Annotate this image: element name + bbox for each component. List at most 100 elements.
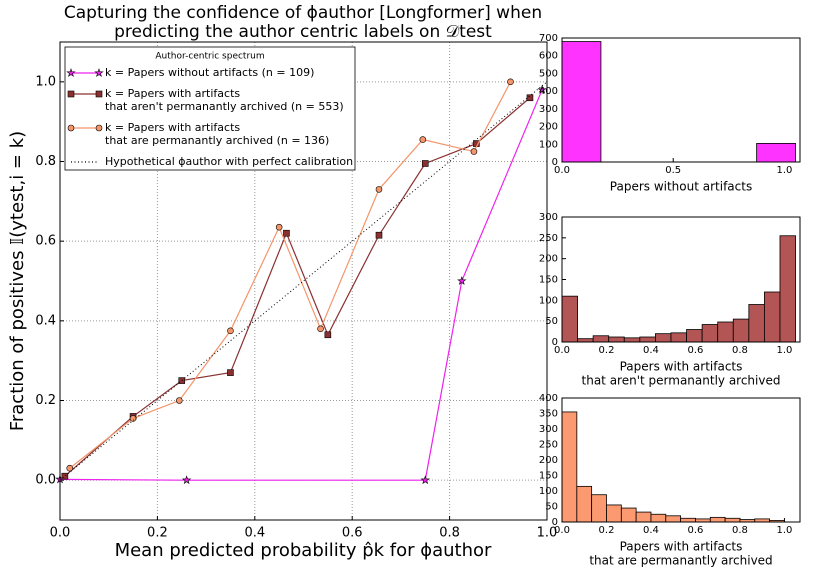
x-tick-label: 0.2 <box>599 525 615 536</box>
x-tick-label: 0.5 <box>665 165 681 176</box>
y-tick-label: 300 <box>539 212 558 223</box>
x-axis-label: Mean predicted probability p̂k for ϕauth… <box>115 540 492 561</box>
y-tick-label: 0.4 <box>35 313 56 328</box>
histogram-bar <box>748 304 765 343</box>
y-tick-label: 200 <box>539 455 558 466</box>
x-axis-label: that aren't permanantly archived <box>582 374 781 388</box>
y-tick-label: 50 <box>545 316 558 327</box>
histogram-bar <box>576 485 593 523</box>
legend-label: that aren't permanantly archived (n = 55… <box>105 100 344 113</box>
x-tick-label: 0.0 <box>554 525 570 536</box>
marker <box>317 325 324 333</box>
histogram-bar <box>680 517 696 523</box>
histogram-bar <box>709 516 726 523</box>
marker <box>375 186 383 193</box>
legend-label: k = Papers without artifacts (n = 109) <box>105 66 314 79</box>
x-tick-label: 1.0 <box>776 165 792 176</box>
y-tick-label: 250 <box>539 440 558 451</box>
marker <box>324 331 332 339</box>
histogram-bar <box>686 329 703 343</box>
y-tick-label: 100 <box>539 139 558 150</box>
chart-title: Capturing the confidence of ϕauthor [Lon… <box>64 3 542 23</box>
x-axis-label: that are permanantly archived <box>589 554 772 568</box>
y-tick-label: 100 <box>539 486 558 497</box>
marker <box>537 84 547 94</box>
y-tick-label: 700 <box>539 33 558 44</box>
y-tick-label: 300 <box>539 424 558 435</box>
x-tick-label: 1.0 <box>537 526 558 541</box>
marker <box>375 231 383 239</box>
series-line <box>64 97 531 477</box>
y-tick-label: 50 <box>545 502 558 513</box>
y-tick-label: 150 <box>539 275 558 286</box>
legend: Author-centric spectrum k = Papers withou… <box>64 46 356 171</box>
y-tick-label: 150 <box>539 471 558 482</box>
marker <box>176 397 183 404</box>
y-tick-label: 350 <box>539 409 558 420</box>
y-tick-label: 0.2 <box>35 393 56 408</box>
x-tick-label: 0.0 <box>50 526 71 541</box>
y-tick-label: 300 <box>539 104 558 115</box>
marker <box>526 94 534 102</box>
y-tick-label: 500 <box>539 68 558 79</box>
x-tick-label: 0.2 <box>147 526 168 541</box>
marker <box>420 475 430 485</box>
x-tick-label: 0.4 <box>643 525 659 536</box>
legend-label: k = Papers with artifacts <box>105 121 240 134</box>
marker <box>66 68 76 77</box>
y-tick-label: 0.0 <box>35 473 56 488</box>
marker <box>283 229 290 237</box>
x-tick-label: 0.8 <box>732 525 748 536</box>
histogram-bar <box>592 335 610 343</box>
y-tick-label: 250 <box>539 233 558 244</box>
histogram-bar <box>764 291 781 343</box>
y-tick-label: 400 <box>539 86 558 97</box>
marker <box>227 369 234 376</box>
y-tick-label: 0 <box>552 517 558 528</box>
histogram-bar <box>561 295 578 343</box>
marker <box>507 78 514 86</box>
y-axis-label: Fraction of positives 𝕀(ytest,i = k) <box>7 131 28 431</box>
axes-frame <box>561 397 801 523</box>
histogram-bar <box>717 321 734 343</box>
x-axis-label: Papers with artifacts <box>620 360 743 374</box>
x-tick-label: 0.8 <box>732 345 748 356</box>
histogram-bar <box>732 318 750 343</box>
histogram-bar <box>639 336 656 343</box>
series-line <box>69 81 512 469</box>
y-tick-label: 600 <box>539 51 558 62</box>
x-tick-label: 1.0 <box>776 345 792 356</box>
marker <box>181 475 192 485</box>
histogram-bar <box>623 337 641 343</box>
histogram-bar <box>779 235 796 343</box>
y-tick-label: 1.0 <box>35 74 56 89</box>
y-tick-label: 0.6 <box>35 234 56 249</box>
histogram-bar <box>670 332 687 343</box>
x-tick-label: 0.6 <box>688 525 704 536</box>
marker <box>61 472 69 480</box>
histogram-bar <box>561 41 602 163</box>
x-tick-label: 0.6 <box>688 345 704 356</box>
histogram-bar <box>635 511 652 523</box>
marker <box>470 148 478 155</box>
histogram-bar <box>724 517 741 523</box>
legend-title: Author-centric spectrum <box>155 52 264 62</box>
x-tick-label: 0.0 <box>554 165 570 176</box>
histogram-bar <box>606 504 622 523</box>
axes-frame <box>59 41 548 521</box>
legend-box <box>64 46 356 171</box>
legend-label: Hypothetical ϕauthor with perfect calibr… <box>105 155 353 168</box>
histogram-bar <box>650 513 667 523</box>
marker <box>227 327 234 335</box>
y-tick-label: 0 <box>552 337 558 348</box>
marker <box>67 90 75 98</box>
y-tick-label: 200 <box>539 122 558 133</box>
y-tick-label: 200 <box>539 254 558 265</box>
marker <box>95 90 103 98</box>
x-tick-label: 1.0 <box>776 525 792 536</box>
marker <box>94 68 104 77</box>
marker <box>419 136 427 143</box>
histogram-bar <box>701 324 719 343</box>
x-tick-label: 0.6 <box>342 526 363 541</box>
